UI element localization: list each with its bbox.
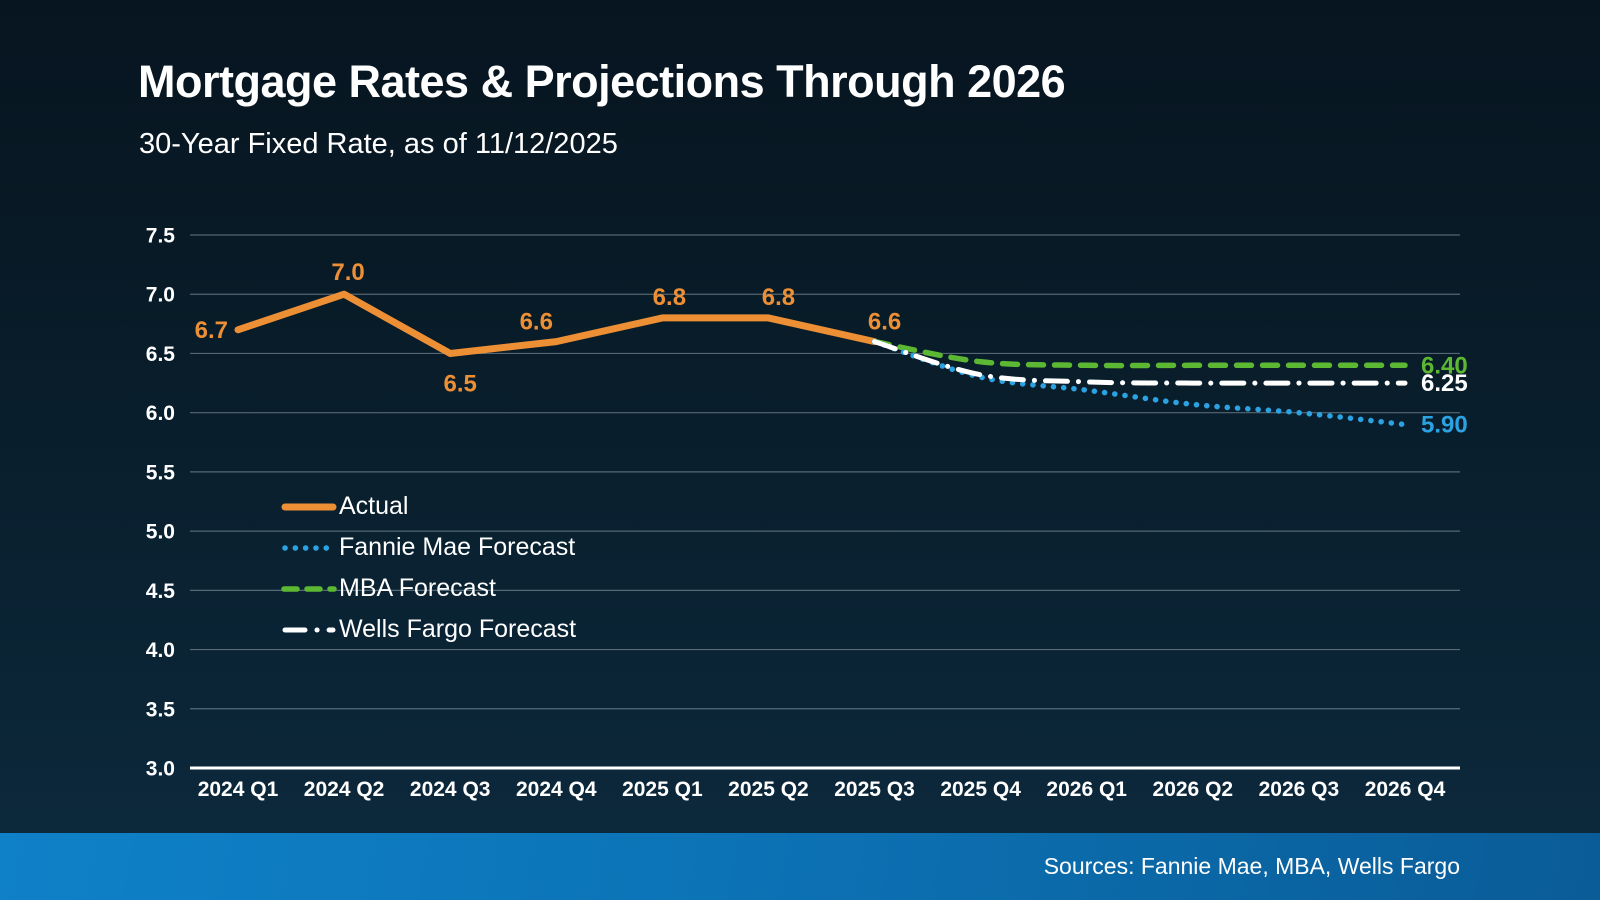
data-point-label: 7.0 — [331, 259, 364, 286]
y-tick-label: 6.5 — [146, 343, 176, 366]
legend-swatch-dotted-line-icon — [282, 544, 336, 551]
x-tick-label: 2026 Q1 — [1046, 778, 1127, 801]
x-tick-label: 2025 Q1 — [622, 778, 703, 801]
series-path-fannie-mae-forecast — [871, 338, 1408, 428]
x-tick-label: 2025 Q3 — [834, 778, 915, 801]
series-end-label: 6.40 — [1421, 352, 1468, 379]
x-tick-label: 2024 Q2 — [304, 778, 385, 801]
series-path-actual — [234, 290, 879, 357]
x-tick-label: 2024 Q3 — [410, 778, 491, 801]
data-point-label: 6.6 — [868, 309, 901, 336]
legend-swatch-dashdot-line-icon — [282, 627, 336, 632]
legend-item-wells-fargo: Wells Fargo Forecast — [281, 609, 576, 650]
series-path-mba-forecast — [871, 338, 1408, 369]
y-tick-label: 5.0 — [146, 521, 175, 544]
series-path-wells-fargo-forecast — [872, 339, 1408, 386]
x-tick-label: 2024 Q4 — [516, 778, 597, 801]
legend-label-actual: Actual — [339, 492, 409, 520]
x-tick-label: 2024 Q1 — [198, 778, 279, 801]
legend-label-fannie-mae: Fannie Mae Forecast — [339, 533, 576, 561]
sources-text: Sources: Fannie Mae, MBA, Wells Fargo — [1043, 853, 1460, 879]
footer-bar: Sources: Fannie Mae, MBA, Wells Fargo — [0, 833, 1600, 900]
data-point-label: 6.6 — [520, 309, 553, 336]
legend-swatch-solid-line-icon — [281, 503, 337, 510]
x-tick-label: 2026 Q4 — [1365, 778, 1446, 801]
x-tick-label: 2025 Q2 — [728, 778, 809, 801]
y-tick-label: 3.5 — [146, 698, 176, 721]
legend-label-mba: MBA Forecast — [339, 574, 496, 602]
y-tick-label: 4.5 — [146, 580, 176, 603]
x-tick-label: 2026 Q2 — [1153, 778, 1234, 801]
legend-swatch-dashed-line-icon — [281, 585, 337, 592]
x-tick-label: 2026 Q3 — [1259, 778, 1340, 801]
y-tick-label: 4.0 — [146, 639, 175, 662]
series-end-label: 6.25 — [1421, 370, 1468, 397]
data-point-label: 6.8 — [653, 284, 686, 311]
data-point-label: 6.5 — [443, 370, 476, 397]
legend-label-wells-fargo: Wells Fargo Forecast — [339, 615, 577, 643]
y-tick-label: 7.0 — [146, 284, 175, 307]
data-point-label: 6.7 — [195, 317, 228, 344]
y-tick-label: 3.0 — [146, 758, 175, 781]
x-tick-label: 2025 Q4 — [940, 778, 1021, 801]
legend-item-fannie-mae: Fannie Mae Forecast — [281, 527, 576, 568]
data-point-label: 6.8 — [762, 284, 795, 311]
legend-item-mba: MBA Forecast — [281, 568, 576, 609]
y-tick-label: 6.0 — [146, 402, 175, 425]
chart-subtitle: 30-Year Fixed Rate, as of 11/12/2025 — [139, 128, 618, 160]
y-tick-label: 5.5 — [146, 461, 176, 484]
legend: Actual Fannie Mae Forecast MBA Forecast … — [281, 486, 576, 650]
y-tick-label: 7.5 — [146, 225, 176, 248]
chart-title: Mortgage Rates & Projections Through 202… — [138, 56, 1066, 107]
series-end-label: 5.90 — [1421, 412, 1468, 439]
legend-item-actual: Actual — [281, 486, 576, 527]
